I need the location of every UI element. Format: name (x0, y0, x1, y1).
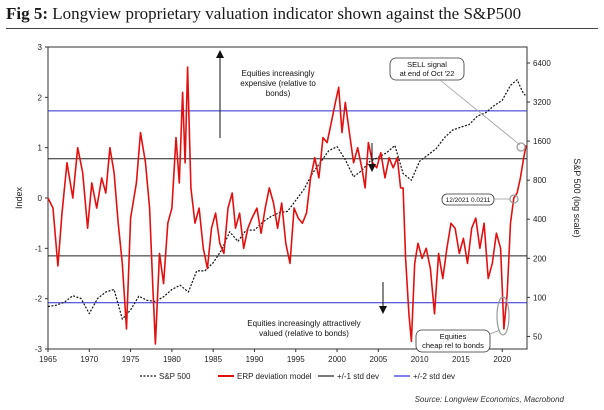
cheap-box (415, 329, 491, 353)
legend-std2-label: +/-2 std dev (413, 372, 455, 381)
x-tick-label: 1980 (163, 355, 181, 364)
dec-2021-box (441, 193, 495, 206)
x-tick-label: 2010 (411, 355, 429, 364)
dec-2021-text: 12/2021 0.0211 (446, 197, 491, 204)
figure-label: Fig 5: (6, 4, 49, 23)
y-right-tick-label: 6400 (533, 59, 551, 68)
y-left-tick-label: 2 (38, 93, 43, 102)
sell-signal-text: at end of Oct '22 (400, 69, 455, 78)
dec-2021-marker (509, 194, 519, 204)
sell-signal-box (389, 57, 465, 81)
source-note: Source: Longview Economics, Macrobond (414, 395, 564, 404)
mid-arrow-head (368, 164, 376, 172)
legend-sp500-label: S&P 500 (159, 372, 191, 381)
annotation-attractive-line: Equities increasingly attractively (247, 319, 360, 328)
legend-std1-label: +/-1 std dev (337, 372, 379, 381)
up-arrow-head (216, 50, 224, 58)
erp-deviation-line (47, 66, 527, 345)
y-right-axis-title: S&P 500 (log scale) (572, 158, 582, 237)
y-right-tick-label: 50 (533, 332, 542, 341)
legend-erp-label: ERP deviation model (237, 372, 312, 381)
annotation-expensive-line: expensive (relative to (240, 79, 316, 88)
x-tick-label: 1970 (80, 355, 98, 364)
x-tick-label: 1985 (204, 355, 222, 364)
x-tick-label: 1965 (39, 355, 57, 364)
figure-title-text: Longview proprietary valuation indicator… (52, 4, 522, 23)
sell-signal-text: SELL signal (407, 60, 447, 69)
sp500-line (47, 79, 526, 320)
y-right-tick-label: 3200 (533, 98, 551, 107)
y-right-tick-label: 1600 (533, 137, 551, 146)
x-tick-label: 2005 (369, 355, 387, 364)
x-tick-label: 2020 (493, 355, 511, 364)
x-tick-label: 2015 (452, 355, 470, 364)
sell-signal-leader (439, 79, 521, 146)
figure-title: Fig 5: Longview proprietary valuation in… (6, 4, 521, 24)
cheap-box-text: Equities (440, 332, 467, 341)
y-left-tick-label: -3 (35, 345, 43, 354)
y-right-tick-label: 100 (533, 293, 547, 302)
cheap-leader (489, 329, 501, 335)
y-left-tick-label: 0 (38, 194, 43, 203)
y-left-tick-label: 1 (38, 144, 43, 153)
sell-signal-marker (516, 142, 526, 152)
cheap-ellipse-marker (496, 296, 510, 336)
x-tick-label: 2000 (328, 355, 346, 364)
x-tick-label: 1990 (246, 355, 264, 364)
cheap-box-text: cheap rel to bonds (422, 341, 484, 350)
x-tick-label: 1995 (287, 355, 305, 364)
y-left-tick-label: 3 (38, 43, 43, 52)
annotation-expensive-line: Equities increasingly (242, 69, 315, 78)
y-right-tick-label: 400 (533, 215, 547, 224)
annotation-attractive-line: valued (relative to bonds) (259, 329, 349, 338)
y-left-axis-title: Index (14, 186, 24, 209)
down-arrow-head (379, 306, 387, 314)
y-right-tick-label: 200 (533, 254, 547, 263)
x-tick-label: 1975 (122, 355, 140, 364)
y-left-tick-label: -2 (35, 295, 43, 304)
title-rule (6, 28, 598, 29)
annotation-expensive-line: bonds) (266, 89, 291, 98)
y-right-tick-label: 800 (533, 176, 547, 185)
y-left-tick-label: -1 (35, 244, 43, 253)
